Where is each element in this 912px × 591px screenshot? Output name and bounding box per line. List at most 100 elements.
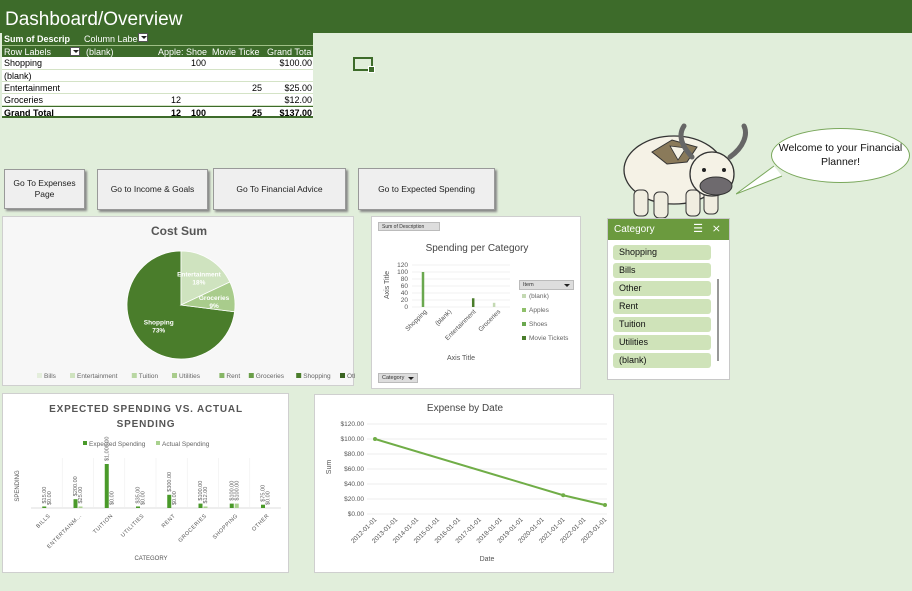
- bar[interactable]: [492, 302, 496, 307]
- x-axis-title: Axis Title: [447, 355, 475, 362]
- pivot-table[interactable]: Sum of Descrip Column Labe Row Labels (b…: [2, 33, 313, 119]
- welcome-text: Welcome to your Financial Planner!: [778, 142, 903, 168]
- pivot-col-header: Apple: Shoe: [158, 47, 208, 58]
- legend-label: Rent: [226, 373, 240, 380]
- series-line[interactable]: [374, 438, 606, 506]
- legend-swatch: [219, 373, 225, 378]
- bar[interactable]: [261, 504, 265, 508]
- expense-by-date-chart[interactable]: Expense by Date $120.00 $100.00 $80.00 $60.…: [314, 394, 614, 573]
- bar[interactable]: [203, 506, 208, 509]
- data-point[interactable]: [373, 437, 377, 441]
- pivot-row-label: (blank): [4, 70, 32, 81]
- data-label: $200.00: [73, 476, 79, 496]
- slicer-item[interactable]: (blank): [613, 353, 711, 368]
- y-tick-label: $100.00: [341, 436, 365, 443]
- data-label: $100.00: [229, 481, 235, 501]
- category-dropdown-icon[interactable]: [408, 377, 414, 380]
- bar[interactable]: [104, 464, 109, 508]
- pivot-cell: 25: [251, 108, 262, 119]
- slicer-item[interactable]: Utilities: [613, 335, 711, 350]
- x-tick-label: ENTERTAINM...: [46, 513, 83, 550]
- expected-vs-actual-chart[interactable]: EXPECTED SPENDING VS. ACTUAL SPENDING Ex…: [2, 393, 289, 573]
- legend-swatch: [522, 336, 526, 340]
- slicer-header: Category ☰ ⨯: [608, 219, 729, 240]
- item-field-button[interactable]: Item: [519, 280, 574, 290]
- bar[interactable]: [78, 506, 83, 509]
- sum-field-button[interactable]: Sum of Description: [378, 222, 440, 231]
- slicer-item[interactable]: Bills: [613, 263, 711, 278]
- spending-per-category-chart[interactable]: Sum of Description Category Item Spendin…: [371, 216, 581, 389]
- title-bar: Dashboard/Overview: [0, 0, 912, 33]
- expected-actual-svg: EXPECTED SPENDING VS. ACTUAL SPENDING Ex…: [15, 404, 281, 562]
- pivot-column-labels[interactable]: Column Labe: [84, 33, 148, 45]
- legend-label: Utilities: [179, 373, 201, 380]
- pivot-cell: $12.00: [284, 94, 312, 105]
- bar[interactable]: [229, 503, 234, 508]
- cost-sum-chart[interactable]: Cost Sum Shopping 73% Entertainment 18% Groc…: [2, 216, 364, 386]
- bar[interactable]: [73, 499, 78, 508]
- chart-title: Expense by Date: [427, 403, 504, 414]
- chart-title: Cost Sum: [151, 224, 207, 238]
- slicer-item[interactable]: Tuition: [613, 317, 711, 332]
- y-axis-title: Sum: [326, 460, 333, 475]
- y-tick-label: 0: [404, 304, 408, 311]
- x-tick-label: (blank): [434, 308, 453, 327]
- bar[interactable]: [421, 272, 425, 307]
- pivot-cell: $137.00: [279, 108, 312, 119]
- pivot-cell: 12: [170, 108, 181, 119]
- data-label: $0.00: [266, 491, 272, 505]
- pivot-cell: $100.00: [279, 58, 312, 69]
- multi-select-icon[interactable]: ☰: [693, 223, 703, 235]
- pivot-row[interactable]: Groceries 12 $12.00: [2, 93, 313, 107]
- go-to-expected-spending-button[interactable]: Go to Expected Spending: [358, 168, 495, 210]
- data-point[interactable]: [603, 503, 607, 507]
- pivot-col-header: Grand Tota: [267, 47, 312, 58]
- go-to-expenses-button[interactable]: Go To Expenses Page: [4, 169, 85, 209]
- page-title: Dashboard/Overview: [5, 9, 183, 30]
- pivot-row[interactable]: Entertainment 25 $25.00: [2, 81, 313, 94]
- selected-cell-indicator[interactable]: [353, 57, 375, 73]
- data-label: $0.00: [47, 491, 53, 505]
- pivot-grand-total-row[interactable]: Grand Total 12 100 25 $137.00: [2, 106, 313, 119]
- go-to-financial-advice-button[interactable]: Go To Financial Advice: [213, 168, 346, 210]
- pie-slice[interactable]: [179, 281, 236, 313]
- bar[interactable]: [136, 506, 140, 508]
- clear-filter-icon[interactable]: ⨯: [711, 223, 721, 235]
- item-dropdown-icon[interactable]: [564, 284, 570, 287]
- legend-label: Groceries: [256, 373, 285, 380]
- slicer-item[interactable]: Shopping: [613, 245, 711, 260]
- bar[interactable]: [471, 298, 475, 307]
- go-to-income-goals-button[interactable]: Go to Income & Goals: [97, 169, 208, 210]
- data-point[interactable]: [561, 493, 566, 498]
- pivot-header-row-2: Row Labels (blank) Apple: Shoe Movie Tic…: [2, 45, 313, 58]
- pivot-row-labels[interactable]: Row Labels: [4, 47, 52, 58]
- legend-swatch: [522, 322, 526, 326]
- pivot-row[interactable]: Shopping 100 $100.00: [2, 57, 313, 70]
- y-tick-label: $60.00: [344, 466, 364, 473]
- slicer-item[interactable]: Rent: [613, 299, 711, 314]
- x-tick-label: BILLS: [35, 513, 52, 530]
- pie-slice[interactable]: [180, 250, 231, 306]
- y-tick-label: 80: [401, 276, 409, 283]
- pivot-cell: $25.00: [284, 82, 312, 93]
- bar[interactable]: [198, 503, 203, 508]
- chart-title-line-1: EXPECTED SPENDING VS. ACTUAL: [49, 404, 243, 415]
- pivot-row[interactable]: (blank): [2, 69, 313, 82]
- legend-swatch: [70, 373, 75, 378]
- legend-swatch: [522, 308, 526, 312]
- slicer-scrollbar[interactable]: [717, 279, 719, 361]
- slicer-item[interactable]: Other: [613, 281, 711, 296]
- y-tick-label: 60: [401, 283, 409, 290]
- bar[interactable]: [167, 494, 172, 508]
- legend-label: Bills: [44, 373, 57, 380]
- bar[interactable]: [234, 503, 239, 508]
- row-labels-dropdown-icon[interactable]: [70, 47, 80, 57]
- bar[interactable]: [42, 506, 47, 509]
- legend-label: Shoes: [529, 321, 548, 328]
- category-field-button[interactable]: Category: [378, 373, 418, 383]
- column-labels-dropdown-icon[interactable]: [137, 33, 148, 42]
- category-slicer[interactable]: Category ☰ ⨯ Shopping Bills Other Rent T…: [607, 218, 730, 380]
- legend-swatch: [156, 441, 160, 445]
- legend-label: Apples: [529, 307, 550, 314]
